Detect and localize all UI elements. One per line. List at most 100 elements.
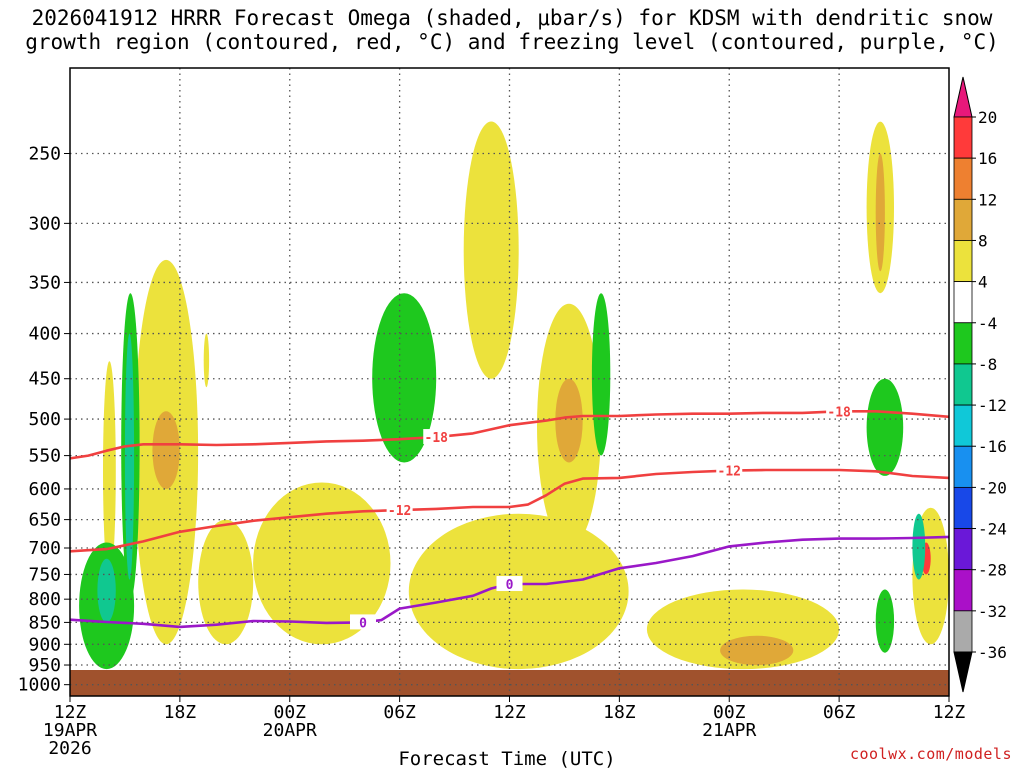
omega-region-4 — [253, 482, 391, 645]
colorbar-segment-1 — [953, 157, 973, 200]
y-tick-label-950: 950 — [28, 655, 61, 676]
colorbar-segment-9 — [953, 486, 973, 529]
dgz-minus12-label-0: -12 — [388, 504, 411, 519]
x-tick-year-0: 2026 — [48, 738, 91, 759]
colorbar-label-4: 4 — [978, 273, 988, 292]
title-line-1: 2026041912 HRRR Forecast Omega (shaded, … — [31, 6, 993, 30]
omega-region-5 — [203, 333, 210, 388]
y-tick-label-700: 700 — [28, 538, 61, 559]
x-tick-label-6: 00Z — [713, 702, 746, 723]
dgz-minus18-label-1: -18 — [827, 405, 851, 420]
y-tick-label-800: 800 — [28, 589, 61, 610]
y-tick-label-450: 450 — [28, 369, 61, 390]
y-tick-label-400: 400 — [28, 324, 61, 345]
y-tick-label-600: 600 — [28, 479, 61, 500]
credit-text: coolwx.com/models — [849, 745, 1012, 763]
x-tick-label-4: 12Z — [493, 702, 526, 723]
omega-region-20 — [372, 293, 437, 463]
x-axis-label: Forecast Time (UTC) — [398, 748, 615, 768]
omega-shading — [79, 121, 949, 670]
x-tick-label-7: 06Z — [823, 702, 856, 723]
x-tick-label-0: 12Z — [54, 702, 87, 723]
x-tick-date-0: 19APR — [43, 720, 97, 741]
freezing-level-label-bg-0 — [350, 614, 376, 630]
y-tick-label-350: 350 — [28, 272, 61, 293]
y-tick-label-250: 250 — [28, 143, 61, 164]
colorbar-segment-10 — [953, 528, 973, 571]
colorbar-label-9: -20 — [978, 478, 1007, 497]
colorbar: 20 16 12 8 4 -4 -8 -12 -16 -20 -24 -28 -32 -36 — [953, 76, 1007, 693]
x-tick-label-1: 18Z — [164, 702, 197, 723]
omega-region-21 — [591, 293, 611, 456]
contour-lines: -18 -18 -12 -12 0 0 — [70, 403, 949, 631]
colorbar-segment-6 — [953, 363, 973, 406]
y-tick-label-300: 300 — [28, 213, 61, 234]
colorbar-label-13: -36 — [978, 643, 1007, 662]
omega-region-9 — [555, 378, 583, 463]
colorbar-bottom-triangle — [953, 651, 973, 693]
omega-region-13 — [875, 153, 885, 272]
colorbar-label-10: -24 — [978, 520, 1007, 539]
dgz-minus12-label-bg-0 — [386, 502, 413, 518]
freezing-level-line — [70, 535, 949, 629]
dgz-minus12-label-1: -12 — [718, 465, 741, 480]
x-tick-label-2: 00Z — [273, 702, 306, 723]
dgz-minus18-label-0: -18 — [425, 431, 449, 446]
dgz-minus12-line — [70, 468, 949, 553]
colorbar-segment-2 — [953, 198, 973, 241]
freezing-level-label-0: 0 — [359, 616, 367, 631]
colorbar-segment-11 — [953, 569, 973, 612]
colorbar-label-3: 8 — [978, 231, 988, 250]
colorbar-label-8: -16 — [978, 437, 1007, 456]
y-axis: 2503003504004505005506006507007508008509… — [18, 143, 70, 696]
x-tick-date-6: 21APR — [702, 720, 756, 741]
y-tick-label-650: 650 — [28, 510, 61, 531]
freezing-level-label-bg-1 — [496, 576, 523, 592]
colorbar-label-11: -28 — [978, 561, 1007, 580]
x-tick-date-2: 20APR — [263, 720, 317, 741]
dgz-minus18-label-bg-1 — [826, 403, 853, 419]
colorbar-top-triangle — [953, 76, 973, 118]
colorbar-segment-5 — [953, 322, 973, 365]
title-line-2: growth region (contoured, red, °C) and f… — [25, 30, 999, 54]
omega-region-17 — [97, 558, 116, 623]
colorbar-segment-8 — [953, 445, 973, 488]
colorbar-label-1: 16 — [978, 149, 997, 168]
colorbar-segment-3 — [953, 240, 973, 283]
omega-region-3 — [198, 519, 254, 645]
colorbar-label-0: 20 — [978, 108, 997, 127]
colorbar-segment-0 — [953, 116, 973, 159]
omega-region-6 — [463, 121, 519, 379]
colorbar-label-7: -12 — [978, 396, 1007, 415]
colorbar-label-2: 12 — [978, 190, 997, 209]
colorbar-segment-7 — [953, 404, 973, 447]
colorbar-label-6: -8 — [978, 355, 997, 374]
x-tick-label-5: 18Z — [603, 702, 636, 723]
omega-region-19 — [124, 333, 135, 580]
colorbar-segment-12 — [953, 610, 973, 653]
x-tick-label-8: 12Z — [933, 702, 966, 723]
omega-region-23 — [875, 589, 895, 653]
colorbar-label-5: -4 — [978, 314, 997, 333]
omega-region-11 — [720, 635, 794, 666]
y-tick-label-750: 750 — [28, 564, 61, 585]
dgz-minus18-label-bg-0 — [423, 429, 450, 445]
y-tick-label-850: 850 — [28, 612, 61, 633]
omega-region-22 — [866, 378, 904, 476]
omega-region-0 — [103, 361, 116, 580]
grid — [70, 68, 949, 696]
dgz-minus12-label-bg-1 — [716, 462, 743, 478]
freezing-level-label-1: 0 — [506, 578, 514, 593]
dgz-minus18-line — [70, 410, 949, 460]
y-tick-label-1000: 1000 — [18, 675, 61, 696]
omega-region-2 — [152, 411, 180, 489]
colorbar-segment-4 — [953, 281, 973, 324]
y-tick-label-550: 550 — [28, 446, 61, 467]
omega-region-7 — [408, 513, 629, 670]
y-tick-label-900: 900 — [28, 634, 61, 655]
omega-region-24 — [912, 513, 926, 580]
colorbar-label-12: -32 — [978, 602, 1007, 621]
chart-title: 2026041912 HRRR Forecast Omega (shaded, … — [0, 6, 1024, 54]
